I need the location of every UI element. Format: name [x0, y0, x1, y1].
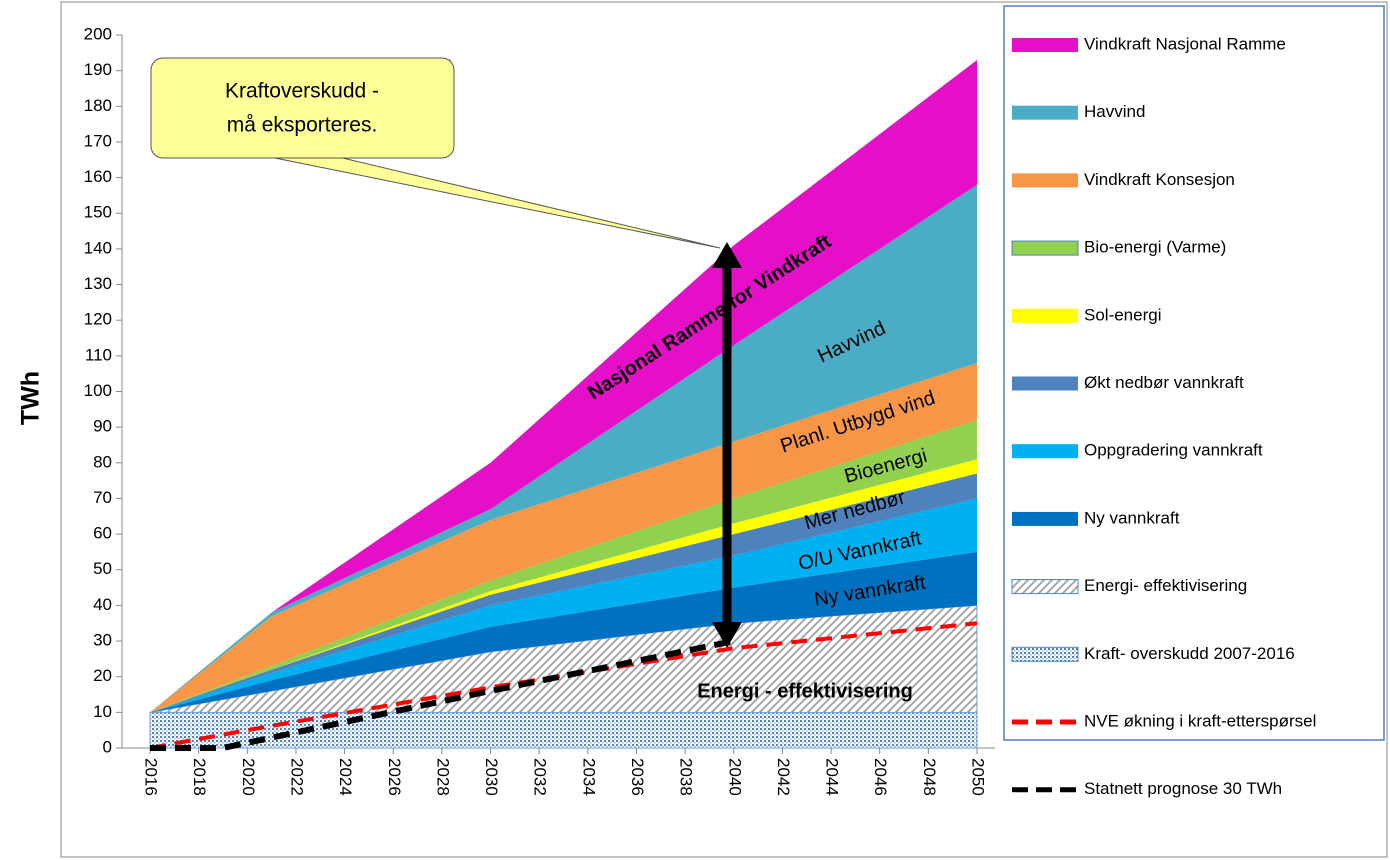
y-tick-label: 40 [93, 595, 112, 614]
y-axis-label: TWh [17, 371, 45, 425]
x-tick-label: 2048 [920, 758, 939, 796]
legend-label: Sol-energi [1084, 305, 1162, 324]
y-tick-label: 60 [93, 524, 112, 543]
legend-swatch [1012, 38, 1078, 52]
y-tick-label: 200 [84, 24, 112, 43]
x-tick-label: 2030 [482, 758, 501, 796]
x-tick-label: 2028 [433, 758, 452, 796]
legend-swatch [1012, 511, 1078, 526]
y-tick-label: 140 [84, 238, 112, 257]
y-tick-label: 30 [93, 631, 112, 650]
legend-swatch [1012, 444, 1078, 459]
legend-label: Bio-energi (Varme) [1084, 238, 1226, 257]
area [150, 498, 977, 713]
legend-swatch [1012, 376, 1078, 391]
y-tick-label: 110 [85, 345, 112, 364]
x-tick-label: 2016 [142, 758, 161, 796]
area [150, 473, 977, 713]
legend-label: Vindkraft Konsesjon [1084, 170, 1235, 189]
y-tick-label: 70 [93, 488, 112, 507]
y-tick-label: 10 [93, 702, 112, 721]
x-tick-label: 2032 [531, 758, 550, 796]
legend-label: Kraft- overskudd 2007-2016 [1084, 644, 1295, 663]
area [150, 420, 977, 713]
y-tick-label: 50 [93, 559, 112, 578]
y-tick-label: 120 [84, 310, 112, 329]
legend-label: Oppgradering vannkraft [1084, 441, 1263, 460]
trend-line [150, 638, 735, 751]
y-tick-label: 170 [84, 131, 112, 150]
callout-text: må eksporteres. [227, 114, 378, 137]
y-tick-label: 180 [84, 96, 112, 115]
legend-swatch [1011, 579, 1079, 595]
area [149, 711, 978, 749]
arrow-head [712, 242, 742, 268]
legend-swatch [1011, 646, 1079, 662]
legend-frame [1003, 5, 1385, 741]
y-tick-label: 100 [84, 381, 112, 400]
y-tick-label: 190 [84, 60, 112, 79]
x-tick-label: 2038 [677, 758, 696, 796]
area [150, 362, 977, 713]
x-tick-label: 2020 [239, 758, 258, 796]
area [150, 59, 977, 713]
y-tick-label: 20 [93, 666, 112, 685]
x-tick-label: 2022 [287, 758, 306, 796]
x-tick-label: 2044 [823, 758, 842, 796]
y-tick-label: 160 [84, 167, 112, 186]
x-tick-label: 2042 [774, 758, 793, 796]
x-tick-label: 2050 [969, 758, 988, 796]
x-tick-label: 2046 [871, 758, 890, 796]
legend-swatch [1011, 240, 1079, 256]
legend-label: Energi- effektivisering [1084, 576, 1247, 595]
legend-label: Ny vannkraft [1084, 508, 1180, 527]
y-tick-label: 150 [84, 203, 112, 222]
callout-text: Kraftoverskudd - [225, 80, 379, 103]
legend-label: Statnett prognose 30 TWh [1084, 779, 1282, 798]
legend-label: Havvind [1084, 102, 1145, 121]
y-tick-label: 90 [93, 417, 112, 436]
legend-swatch [1012, 308, 1078, 323]
x-tick-label: 2026 [385, 758, 404, 796]
x-tick-label: 2018 [190, 758, 209, 796]
legend-swatch [1012, 105, 1078, 120]
x-tick-label: 2036 [628, 758, 647, 796]
legend-label: Vindkraft Nasjonal Ramme [1084, 34, 1286, 53]
legend-label: Økt nedbør vannkraft [1084, 373, 1244, 392]
callout-rect [150, 57, 455, 159]
legend-swatch [1012, 173, 1078, 188]
x-tick-label: 2040 [725, 758, 744, 796]
trend-line [149, 621, 978, 750]
y-tick-label: 130 [84, 274, 112, 293]
x-tick-label: 2024 [336, 758, 355, 796]
arrow-head [712, 622, 742, 648]
area [150, 551, 977, 713]
y-tick-label: 0 [103, 737, 112, 756]
area-label: Energi - effektivisering [697, 680, 913, 702]
legend-label: NVE økning i kraft-etterspørsel [1084, 711, 1316, 730]
area [150, 459, 977, 713]
x-tick-label: 2034 [579, 758, 598, 796]
y-tick-label: 80 [93, 452, 112, 471]
